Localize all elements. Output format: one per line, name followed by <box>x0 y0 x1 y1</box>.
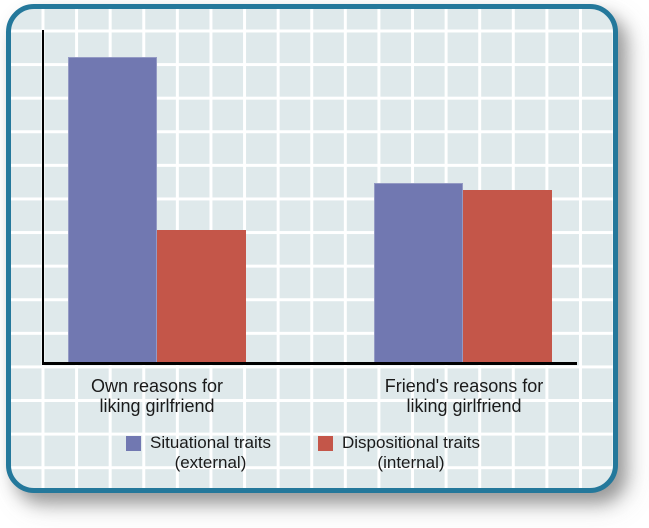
chart-card: Own reasons for liking girlfriend Friend… <box>6 4 618 493</box>
bar-friends-situational <box>374 183 463 363</box>
category-label-line: Own reasons for <box>90 376 224 396</box>
legend-item-situational: Situational traits (external) <box>126 433 271 472</box>
legend-label-dispositional: Dispositional traits (internal) <box>342 433 480 472</box>
bar-own-situational <box>68 56 157 363</box>
y-axis <box>42 30 44 365</box>
legend-swatch-situational <box>126 436 141 451</box>
legend-item-dispositional: Dispositional traits (internal) <box>318 433 480 472</box>
plot-area <box>43 30 577 363</box>
legend-label-line: Dispositional traits <box>342 433 480 452</box>
category-label-line: liking girlfriend <box>99 396 215 416</box>
legend-label-line: (external) <box>174 452 247 472</box>
category-label-line: liking girlfriend <box>406 396 522 416</box>
x-axis <box>42 362 577 365</box>
legend-label-line: (internal) <box>377 452 445 472</box>
legend-label-situational: Situational traits (external) <box>150 433 271 472</box>
bar-friends-dispositional <box>463 189 552 363</box>
category-label-own: Own reasons for liking girlfriend <box>37 376 277 416</box>
category-label-friends: Friend's reasons for liking girlfriend <box>344 376 584 416</box>
legend-label-line: Situational traits <box>150 433 271 452</box>
bar-own-dispositional <box>157 229 246 363</box>
category-label-line: Friend's reasons for <box>384 376 544 396</box>
legend-swatch-dispositional <box>318 436 333 451</box>
